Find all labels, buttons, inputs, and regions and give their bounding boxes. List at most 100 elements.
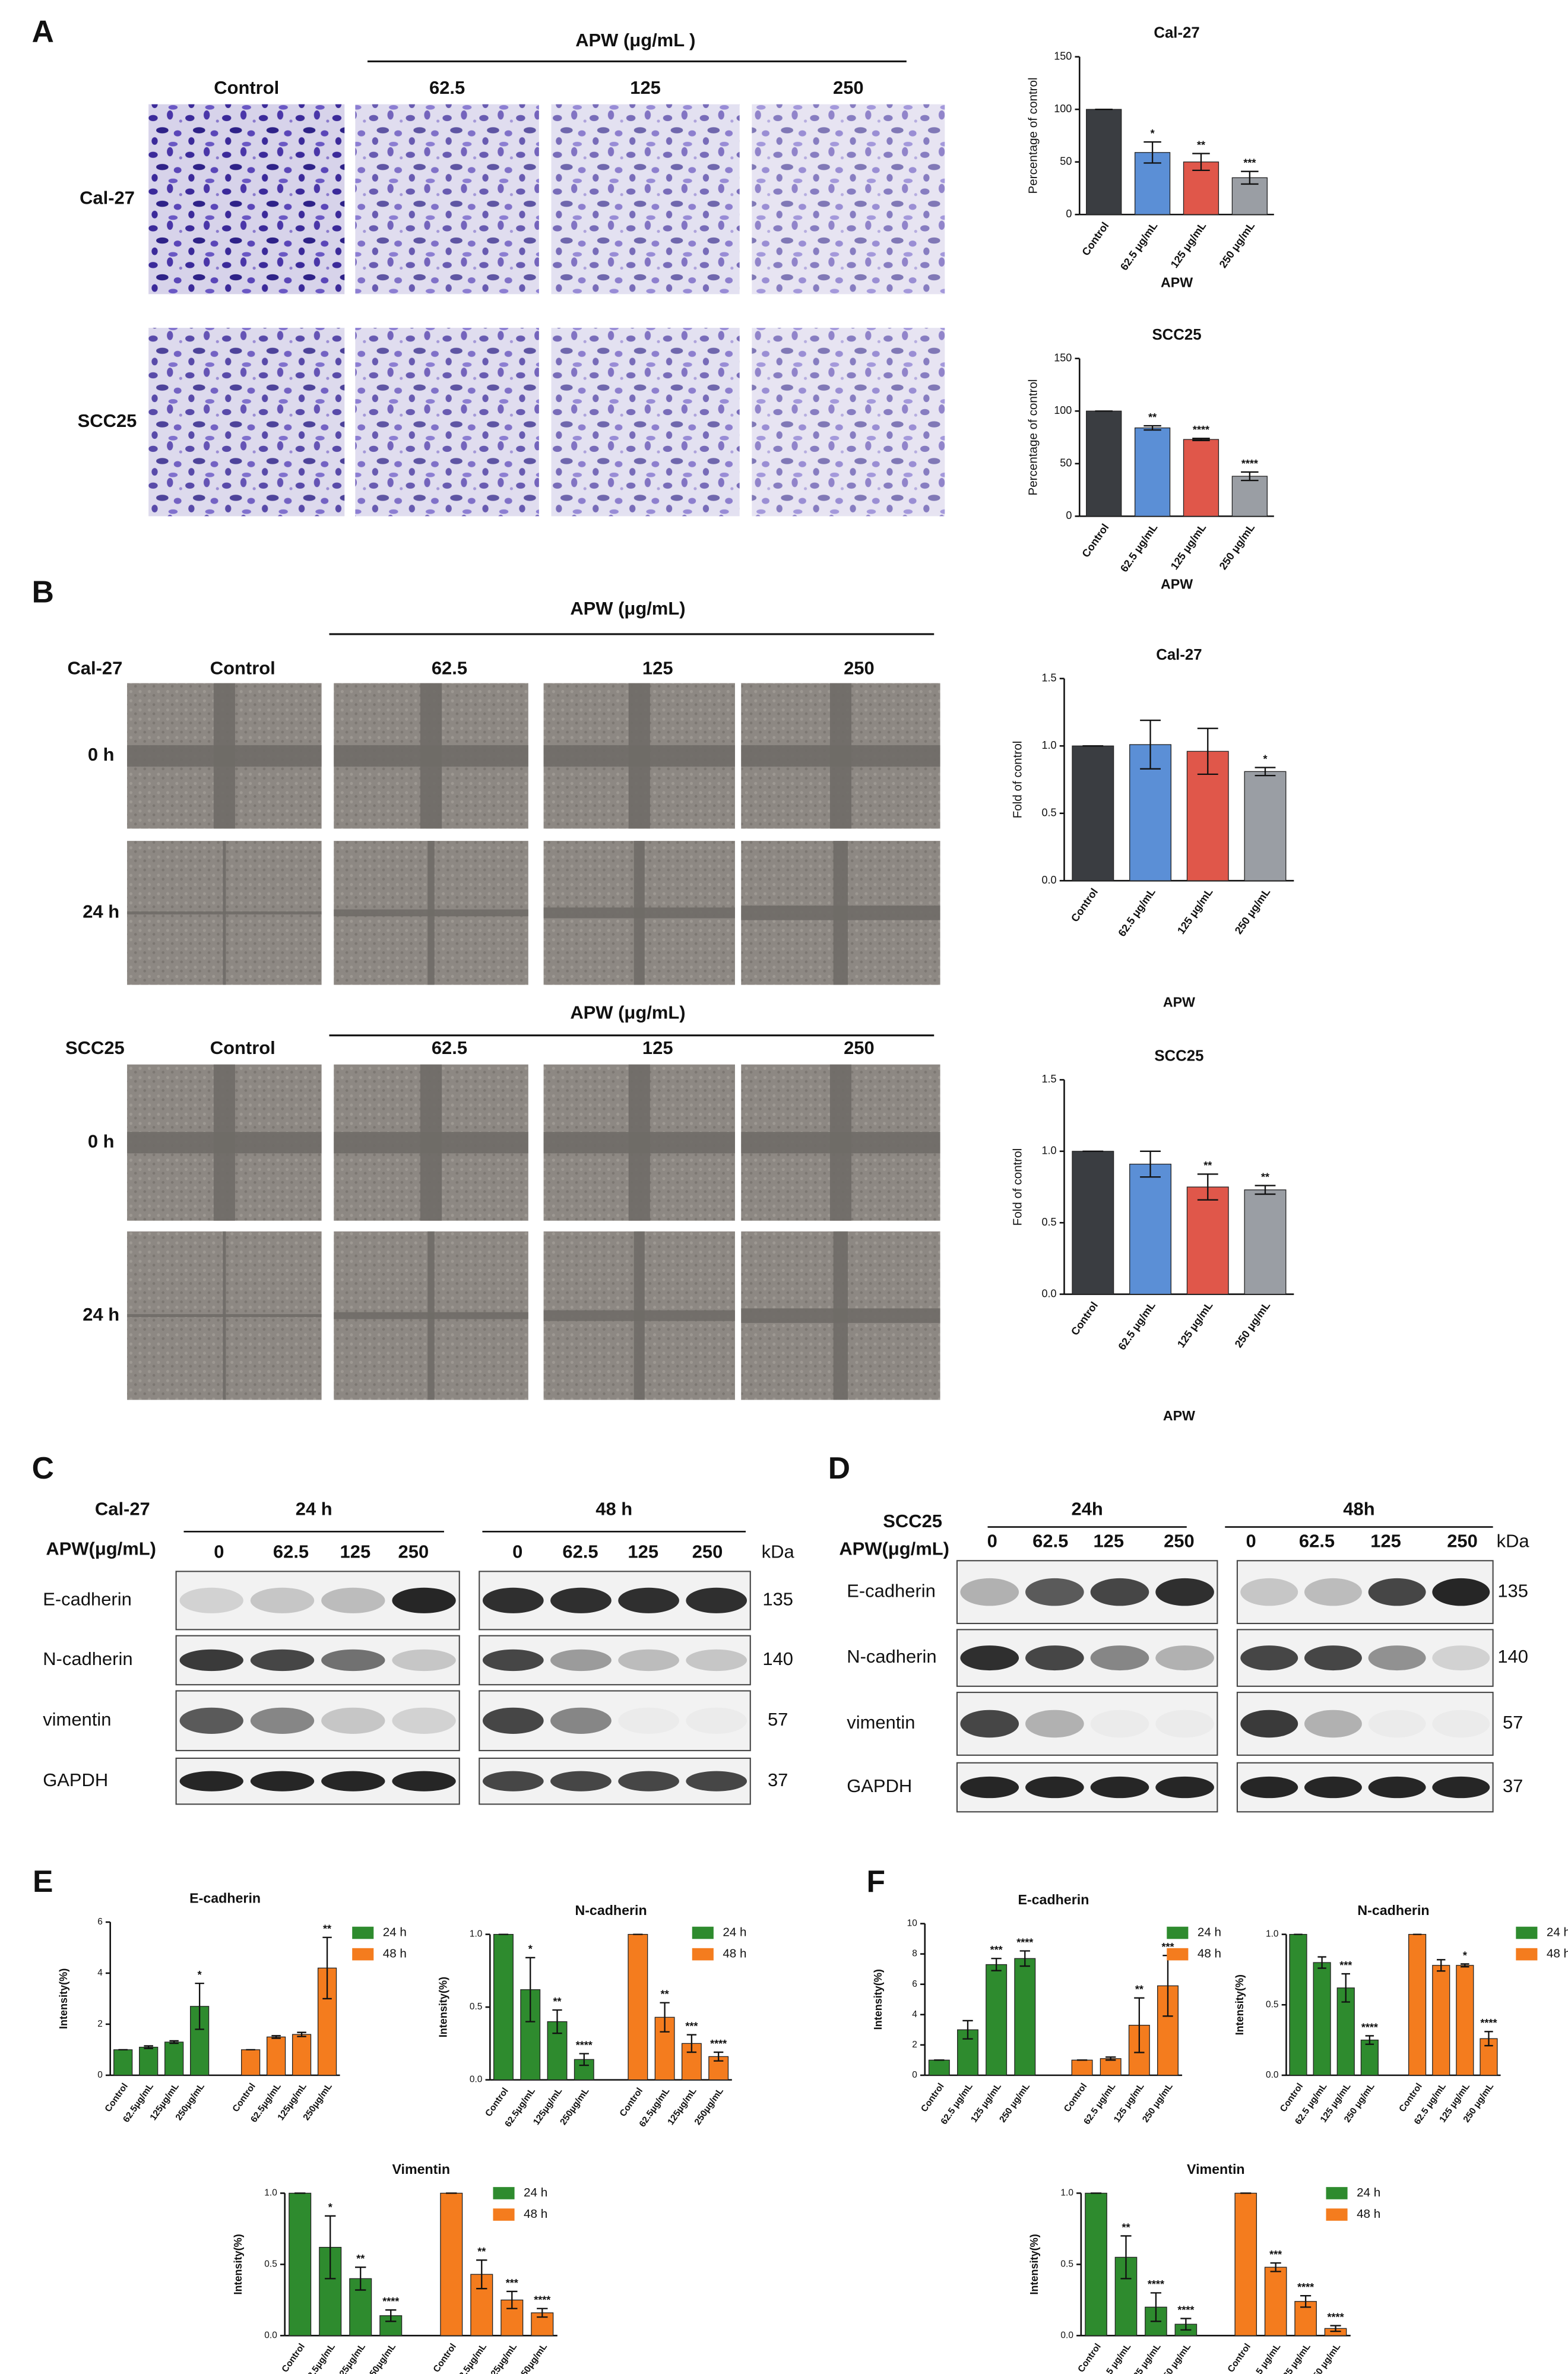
y-tick-label: 4 bbox=[97, 1968, 103, 1978]
column-label: Control bbox=[210, 657, 275, 678]
chart-title: N-cadherin bbox=[575, 1903, 647, 1918]
error-bar bbox=[962, 2020, 973, 2040]
x-tick-label: 62.5μg/mL bbox=[303, 2342, 337, 2374]
error-bar bbox=[1197, 1173, 1218, 1201]
chart-title: Cal-27 bbox=[1154, 25, 1199, 42]
significance: ** bbox=[661, 1989, 669, 2001]
x-tick-label: Control bbox=[483, 2086, 510, 2119]
x-tick-label: 250μg/mL bbox=[365, 2342, 398, 2374]
significance: ** bbox=[1148, 412, 1157, 423]
x-tick-label: 125 μg/mL bbox=[1175, 886, 1215, 936]
band bbox=[1155, 1645, 1214, 1671]
band bbox=[960, 1776, 1019, 1799]
band bbox=[250, 1771, 315, 1791]
bar bbox=[289, 2192, 312, 2336]
error-bar bbox=[1330, 2325, 1341, 2332]
band bbox=[1432, 1776, 1490, 1799]
band bbox=[960, 1578, 1019, 1606]
x-tick-label: Control bbox=[280, 2342, 307, 2374]
x-tick-label: 125μg/mL bbox=[486, 2342, 519, 2374]
column-label: Control bbox=[210, 1037, 275, 1058]
legend-swatch bbox=[493, 2208, 515, 2221]
wound-gap bbox=[633, 841, 645, 985]
row-label: SCC25 bbox=[78, 410, 137, 431]
dose-label: 0 bbox=[512, 1541, 522, 1562]
significance: **** bbox=[1361, 2021, 1378, 2033]
bar bbox=[1289, 1933, 1307, 2076]
band bbox=[1240, 1710, 1298, 1738]
significance: * bbox=[1263, 753, 1267, 765]
y-tick-label: 50 bbox=[1060, 457, 1072, 469]
legend-swatch bbox=[1326, 2187, 1348, 2199]
y-tick-label: 1.0 bbox=[264, 2188, 277, 2198]
legend-swatch bbox=[352, 1926, 374, 1939]
protein-label: GAPDH bbox=[847, 1775, 912, 1796]
band bbox=[250, 1587, 315, 1613]
y-tick-label: 4 bbox=[912, 2009, 917, 2020]
band bbox=[482, 1587, 544, 1613]
y-tick-label: 50 bbox=[1060, 155, 1072, 167]
protein-label: E-cadherin bbox=[847, 1580, 936, 1601]
treatment: APW(μg/mL) bbox=[839, 1538, 949, 1559]
error-bar bbox=[506, 2290, 518, 2309]
legend-swatch bbox=[1516, 1948, 1538, 1961]
legend-label: 48 h bbox=[1357, 2207, 1380, 2221]
y-axis-label: Intensity(%) bbox=[1028, 2234, 1040, 2294]
cell-line: Cal-27 bbox=[95, 1498, 150, 1519]
dose-label: 62.5 bbox=[273, 1541, 309, 1562]
y-tick-label: 0.0 bbox=[1041, 874, 1056, 886]
band bbox=[1240, 1578, 1298, 1606]
row-label: 24 h bbox=[83, 1304, 119, 1325]
wound-gap bbox=[427, 841, 435, 985]
weight-label: 37 bbox=[768, 1770, 788, 1790]
significance: * bbox=[1151, 128, 1155, 140]
band bbox=[686, 1771, 747, 1791]
wound-gap bbox=[628, 683, 650, 829]
weight-label: 37 bbox=[1503, 1775, 1523, 1796]
time-label: 48h bbox=[1343, 1498, 1374, 1519]
y-tick-label: 1.0 bbox=[1041, 739, 1056, 751]
micrograph bbox=[752, 104, 945, 295]
bar bbox=[1313, 1962, 1331, 2076]
band bbox=[550, 1587, 612, 1613]
panel-label: E bbox=[33, 1864, 53, 1898]
x-tick-label: Control bbox=[1069, 886, 1100, 924]
x-tick-label: 250 μg/mL bbox=[1158, 2342, 1193, 2374]
wound-gap bbox=[223, 841, 226, 985]
significance: *** bbox=[1339, 1960, 1352, 1971]
band bbox=[1432, 1645, 1490, 1671]
bar bbox=[1085, 2192, 1107, 2336]
significance: ** bbox=[553, 1996, 561, 2008]
y-axis-label: Fold of control bbox=[1011, 741, 1025, 819]
column-label: 125 bbox=[642, 657, 673, 678]
significance: ** bbox=[323, 1923, 331, 1935]
micrograph bbox=[148, 104, 345, 295]
band bbox=[1304, 1645, 1362, 1671]
legend-label: 24 h bbox=[1357, 2186, 1380, 2199]
dose-label: 62.5 bbox=[1299, 1531, 1335, 1552]
error-bar bbox=[660, 2002, 670, 2033]
wound-gap bbox=[420, 683, 442, 829]
significance: **** bbox=[1297, 2281, 1314, 2293]
bar bbox=[440, 2192, 463, 2336]
band bbox=[1304, 1776, 1362, 1799]
x-tick-label: 62.5 μg/mL bbox=[1097, 2342, 1133, 2374]
error-bar bbox=[1300, 2295, 1312, 2308]
y-tick-label: 150 bbox=[1054, 352, 1072, 363]
significance: * bbox=[1463, 1949, 1467, 1961]
band bbox=[392, 1649, 456, 1672]
dose-label: 125 bbox=[628, 1541, 658, 1562]
unit-label: kDa bbox=[762, 1541, 795, 1562]
bar bbox=[240, 2049, 261, 2076]
y-tick-label: 1.5 bbox=[1041, 1073, 1056, 1085]
error-bar bbox=[355, 2267, 366, 2291]
bar bbox=[1086, 410, 1122, 517]
band bbox=[179, 1771, 243, 1791]
y-tick-label: 1.0 bbox=[470, 1929, 483, 1939]
micrograph bbox=[551, 328, 740, 517]
bar bbox=[493, 1933, 514, 2081]
significance: ** bbox=[1261, 1171, 1269, 1183]
dose-label: 250 bbox=[692, 1541, 723, 1562]
significance: ** bbox=[1135, 1984, 1143, 1996]
